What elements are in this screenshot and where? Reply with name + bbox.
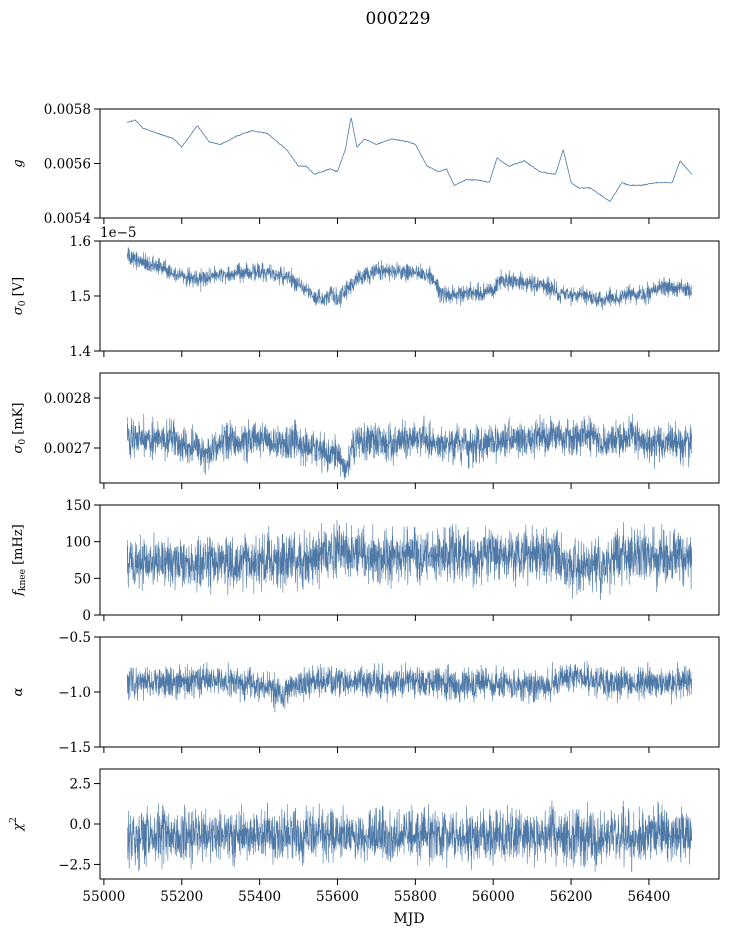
y-tick-label: −1.0 <box>58 685 91 701</box>
panel-2: 1.4 1.5 1.6 1e−5 σ0 [V] <box>11 225 720 360</box>
x-tick-label: 56000 <box>472 889 515 905</box>
plot-frame <box>99 108 720 219</box>
panel-6: −2.5 0.0 2.5 χ2 55000 55200 55400 55600 55800 560… <box>9 768 720 905</box>
x-tick-label: 55200 <box>160 889 203 905</box>
series-line <box>126 413 693 480</box>
y-axis-label: α <box>11 687 26 696</box>
x-tick-label: 56200 <box>550 889 593 905</box>
y-axis-label: g <box>11 159 26 167</box>
panel-4: 0 50 100 150 fknee [mHz] <box>11 498 720 624</box>
y-axis-label: fknee [mHz] <box>11 524 28 597</box>
y-axis-label: χ2 <box>9 817 26 832</box>
y-tick-label: 0.0027 <box>44 441 91 457</box>
plot-frame <box>99 636 720 748</box>
y-tick-label: 0.0058 <box>44 102 91 118</box>
series-line <box>126 519 693 601</box>
figure-title: 000229 <box>366 9 431 29</box>
series-line <box>126 800 693 873</box>
series-line <box>126 246 693 311</box>
panel-5: −1.5 −1.0 −0.5 α <box>11 630 720 756</box>
series-line <box>126 660 693 713</box>
panels-group: 0.0054 0.0056 0.0058 g 1.4 1.5 1.6 1e−5 σ0 [V] 0.… <box>9 102 720 905</box>
panel-3: 0.0027 0.0028 σ0 [mK] <box>11 372 720 489</box>
y-tick-label: 150 <box>65 498 91 514</box>
y-tick-label: −1.5 <box>58 740 91 756</box>
y-tick-label: 2.5 <box>70 777 91 793</box>
y-tick-label: 1.6 <box>70 234 91 250</box>
y-tick-label: 0 <box>82 608 91 624</box>
plot-frame <box>99 372 720 484</box>
y-axis-label: σ0 [V] <box>11 277 28 315</box>
series-line <box>126 117 693 202</box>
y-tick-label: 1.4 <box>70 344 91 360</box>
x-tick-label: 56400 <box>627 889 670 905</box>
y-tick-label: −2.5 <box>58 857 91 873</box>
y-axis-label: σ0 [mK] <box>11 403 28 454</box>
x-tick-label: 55600 <box>316 889 359 905</box>
y-tick-label: 0.0028 <box>44 391 91 407</box>
y-tick-label: −0.5 <box>58 630 91 646</box>
x-tick-label: 55800 <box>394 889 437 905</box>
x-tick-label: 55000 <box>82 889 125 905</box>
y-offset-text: 1e−5 <box>100 225 136 241</box>
x-axis-label: MJD <box>393 911 424 927</box>
panel-1: 0.0054 0.0056 0.0058 g <box>11 102 720 227</box>
y-tick-label: 100 <box>65 535 91 551</box>
y-tick-label: 1.5 <box>70 289 91 305</box>
y-tick-label: 50 <box>74 571 91 587</box>
plot-frame <box>99 504 720 616</box>
y-tick-label: 0.0054 <box>44 211 91 227</box>
y-tick-label: 0.0 <box>70 817 91 833</box>
y-tick-label: 0.0056 <box>44 157 91 173</box>
x-tick-label: 55400 <box>238 889 281 905</box>
